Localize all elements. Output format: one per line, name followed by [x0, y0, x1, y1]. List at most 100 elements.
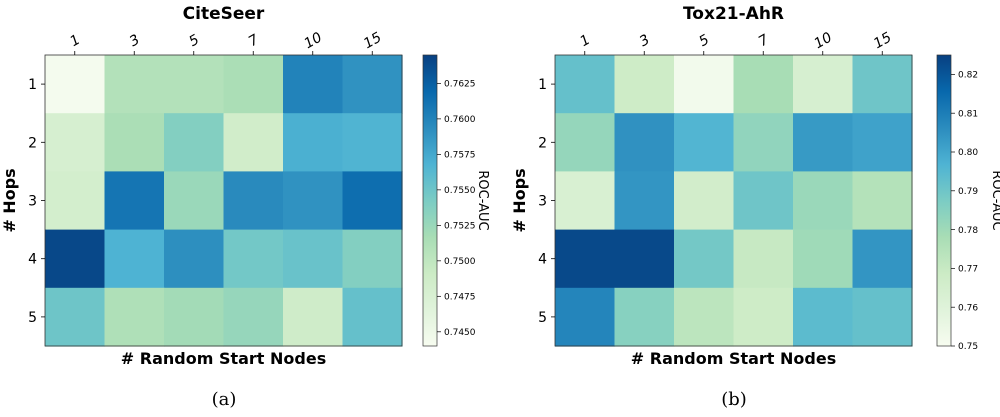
y-tick-label: 1	[538, 77, 547, 93]
heatmap-cell	[793, 229, 854, 289]
heatmap-cell	[45, 55, 106, 114]
heatmap-cell	[852, 287, 913, 347]
heatmap-cell	[674, 287, 735, 347]
heatmap-cell	[852, 171, 913, 231]
y-tick-label: 5	[538, 310, 547, 326]
y-tick-label: 2	[538, 135, 547, 151]
y-tick-label: 5	[28, 310, 37, 326]
heatmap-panel-tox21: Tox21-AhR 1 3 5 7 10 15 1 2 3 4 5 # Random Start Nod…	[510, 4, 1000, 410]
heatmap-cell	[283, 287, 344, 347]
heatmap-cell	[283, 229, 344, 289]
heatmap-cell	[674, 113, 735, 172]
heatmap-cell	[104, 287, 165, 347]
y-tick-label: 3	[538, 194, 547, 210]
y-axis-label: # Hops	[0, 168, 19, 232]
heatmap-cell	[223, 229, 284, 289]
heatmap-cell	[342, 287, 403, 347]
heatmap-cell	[104, 55, 165, 114]
heatmap-cell	[164, 55, 225, 114]
heatmap-cell	[104, 113, 165, 172]
heatmap-cell	[283, 55, 344, 114]
x-tick-label: 10	[812, 29, 836, 52]
x-tick-label: 15	[361, 29, 385, 52]
heatmap-cell	[342, 55, 403, 114]
y-tick-label: 4	[28, 252, 37, 268]
heatmap-cell	[793, 171, 854, 231]
colorbar	[422, 54, 438, 347]
x-tick-label: 1	[577, 32, 593, 50]
x-tick-label: 5	[696, 32, 712, 50]
heatmap-cell	[555, 287, 616, 347]
heatmap-cell	[555, 55, 616, 114]
heatmap-cell	[283, 171, 344, 231]
heatmap-cell	[223, 113, 284, 172]
heatmap-cell	[45, 229, 106, 289]
heatmap-cell	[45, 287, 106, 347]
x-tick-label: 5	[186, 32, 202, 50]
heatmap-cell	[793, 287, 854, 347]
colorbar-tick-label: 0.7600	[444, 115, 476, 125]
x-tick-label: 3	[127, 32, 143, 50]
heatmap-cell	[614, 55, 675, 114]
heatmap-cell	[733, 55, 794, 114]
x-tick-label: 3	[637, 32, 653, 50]
heatmap-cell	[555, 229, 616, 289]
heatmap-cell	[223, 55, 284, 114]
heatmap-cell	[45, 171, 106, 231]
heatmap-cell	[674, 55, 735, 114]
colorbar-tick-label: 0.77	[958, 265, 978, 275]
x-tick-label: 1	[67, 32, 83, 50]
heatmap-cell	[733, 113, 794, 172]
colorbar-tick-label: 0.82	[958, 71, 978, 81]
heatmap-cell	[852, 229, 913, 289]
colorbar-tick-label: 0.7475	[444, 293, 476, 303]
colorbar-tick-label: 0.80	[958, 148, 978, 158]
panel-caption: (b)	[721, 389, 747, 410]
colorbar-tick-label: 0.7575	[444, 151, 476, 161]
colorbar-tick-label: 0.81	[958, 109, 978, 119]
heatmap-cell	[555, 113, 616, 172]
colorbar	[936, 54, 952, 347]
heatmap-cell	[342, 113, 403, 172]
y-tick-label: 4	[538, 252, 547, 268]
chart-title: Tox21-AhR	[683, 4, 784, 24]
heatmap-cell	[164, 229, 225, 289]
colorbar-tick-label: 0.7525	[444, 222, 476, 232]
heatmap-cell	[852, 113, 913, 172]
heatmap-cell	[674, 171, 735, 231]
x-tick-label: 7	[756, 32, 772, 50]
heatmap-cell	[614, 113, 675, 172]
colorbar-tick-label: 0.7550	[444, 186, 476, 196]
heatmap-cell	[164, 287, 225, 347]
y-axis-label: # Hops	[510, 168, 529, 232]
heatmap-cell	[342, 229, 403, 289]
heatmap-cell	[164, 113, 225, 172]
colorbar-label: ROC-AUC	[989, 170, 1000, 230]
colorbar-tick-label: 0.79	[958, 187, 978, 197]
heatmap-cell	[793, 55, 854, 114]
x-tick-label: 10	[302, 29, 326, 52]
heatmap-cell	[342, 171, 403, 231]
colorbar-tick-label: 0.78	[958, 226, 978, 236]
x-axis-label: # Random Start Nodes	[121, 349, 326, 368]
heatmap-cell	[852, 55, 913, 114]
heatmap-cell	[555, 171, 616, 231]
heatmap-cell	[733, 287, 794, 347]
x-axis-label: # Random Start Nodes	[631, 349, 836, 368]
heatmap-cell	[733, 229, 794, 289]
chart-title: CiteSeer	[183, 4, 265, 24]
heatmap-cell	[614, 171, 675, 231]
colorbar-tick-label: 0.7500	[444, 257, 476, 267]
heatmap-cell	[614, 287, 675, 347]
heatmap-panel-citeseer: CiteSeer 1 3 5 7 10 15 1 2 3 4 5 # Random Start Node…	[0, 4, 490, 410]
colorbar-label: ROC-AUC	[475, 170, 490, 230]
heatmap-cell	[283, 113, 344, 172]
heatmap-cell	[793, 113, 854, 172]
y-tick-label: 3	[28, 194, 37, 210]
heatmap-cell	[104, 171, 165, 231]
colorbar-tick-label: 0.76	[958, 303, 978, 313]
heatmap-cell	[674, 229, 735, 289]
x-tick-label: 15	[871, 29, 895, 52]
y-tick-label: 2	[28, 135, 37, 151]
